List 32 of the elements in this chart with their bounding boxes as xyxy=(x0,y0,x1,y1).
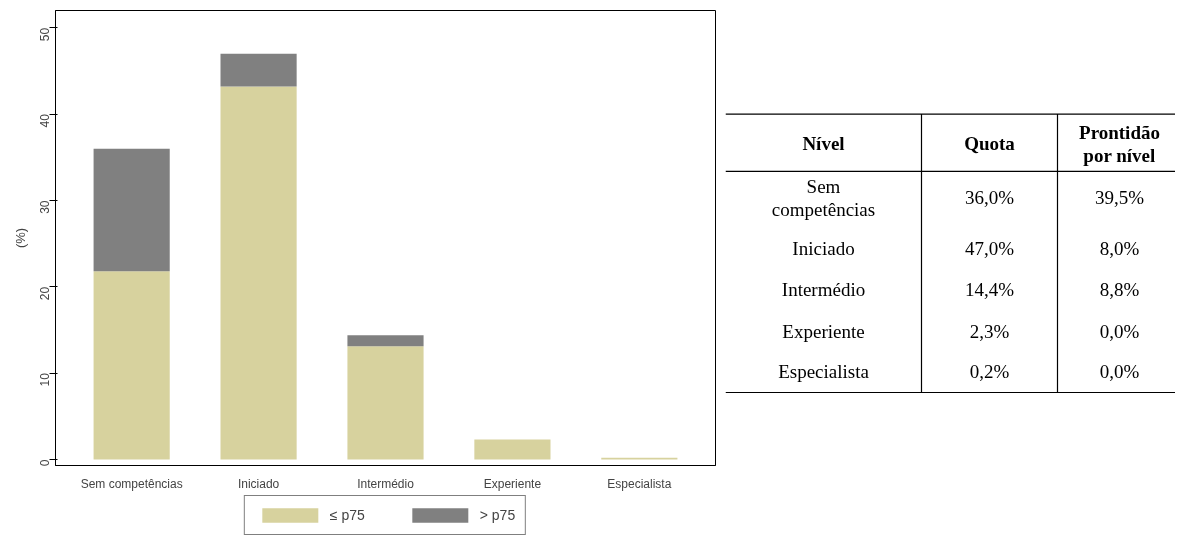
text: 36,0% xyxy=(964,187,1015,209)
legend-label: > p75 xyxy=(479,507,516,523)
text: Experiente xyxy=(782,320,865,342)
y-tick-label: 0 xyxy=(38,459,52,467)
x-tick-label: Sem competências xyxy=(80,476,183,491)
text: 47,0% xyxy=(964,237,1015,259)
text: 39,5% xyxy=(1094,187,1145,209)
text: 14,4% xyxy=(964,279,1015,301)
text: Nível xyxy=(802,133,845,155)
text: Sem competências xyxy=(771,175,876,221)
y-axis-title: (%) xyxy=(12,227,28,249)
x-tick-label: Especialista xyxy=(607,476,672,491)
y-tick-label: 10 xyxy=(38,372,52,387)
text: Quota xyxy=(964,133,1016,155)
text: 8,8% xyxy=(1099,279,1140,301)
y-tick-label: 40 xyxy=(38,113,52,128)
x-tick-label: Iniciado xyxy=(237,476,280,491)
y-tick-label: 50 xyxy=(38,27,52,42)
text: 8,0% xyxy=(1099,237,1140,259)
text: 0,2% xyxy=(969,361,1010,383)
text: 2,3% xyxy=(969,320,1010,342)
x-tick-label: Intermédio xyxy=(357,476,415,491)
text: 0,0% xyxy=(1099,361,1140,383)
text: Intermédio xyxy=(781,279,866,301)
text: 0,0% xyxy=(1099,320,1140,342)
y-tick-label: 20 xyxy=(38,286,52,301)
y-tick-label: 30 xyxy=(38,200,52,214)
text: Prontidão por nível xyxy=(1079,121,1160,166)
x-tick-label: Experiente xyxy=(483,476,542,491)
text: Iniciado xyxy=(792,237,855,259)
text: Especialista xyxy=(778,361,870,383)
legend-label: ≤ p75 xyxy=(329,507,365,523)
